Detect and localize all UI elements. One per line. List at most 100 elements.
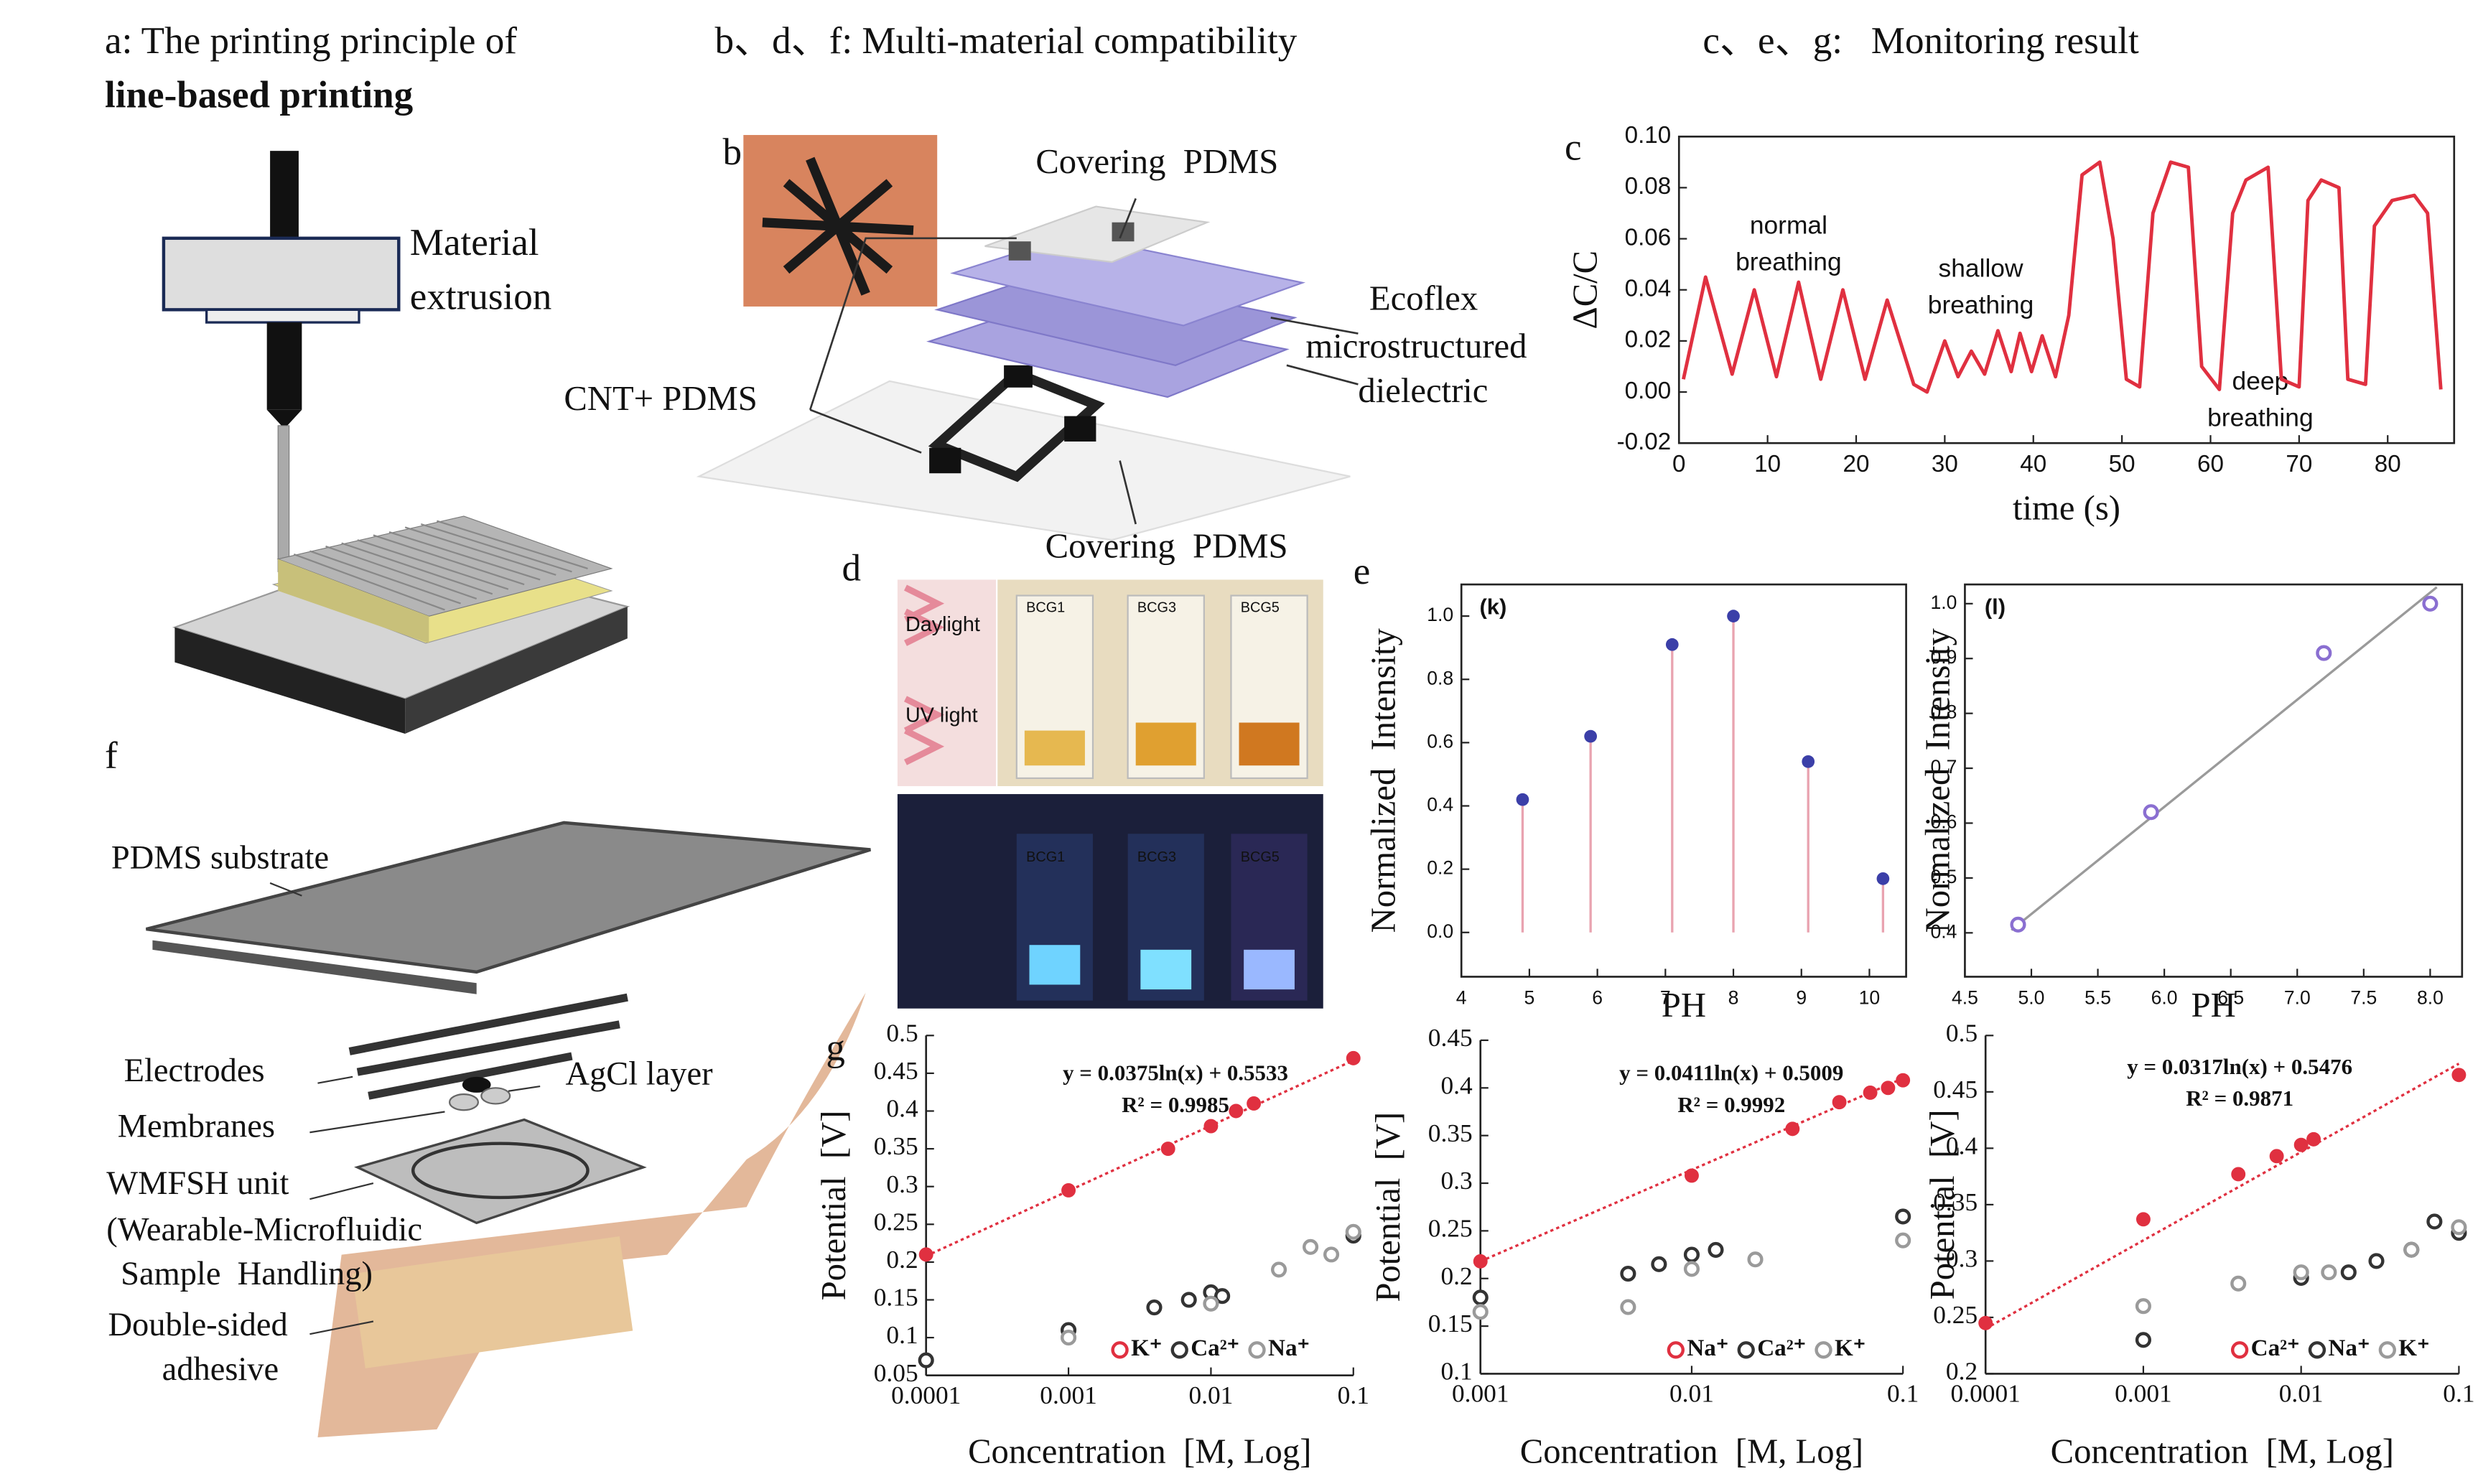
panel-letter: b xyxy=(723,131,742,173)
point xyxy=(1895,1232,1911,1249)
y-tick-label: 0.3 xyxy=(886,1170,918,1198)
diagram-label: Daylight xyxy=(905,613,980,636)
panel-letter: e xyxy=(1354,551,1371,592)
point xyxy=(1665,638,1679,651)
point xyxy=(2269,1149,2284,1164)
annotation: y = 0.0317ln(x) + 0.5476 xyxy=(2127,1054,2352,1079)
diagram-label: dielectric xyxy=(1358,371,1488,410)
vial-photo xyxy=(897,579,1323,1009)
y-tick-label: 0.35 xyxy=(1933,1187,1978,1216)
y-tick-label: 0.15 xyxy=(874,1283,918,1312)
diagram-label: adhesive xyxy=(162,1351,279,1388)
y-tick-label: 0.2 xyxy=(886,1245,918,1274)
diagram-label: Electrodes xyxy=(124,1053,265,1089)
y-tick-label: 0.4 xyxy=(1427,794,1453,816)
y-tick-label: 0.45 xyxy=(874,1056,918,1085)
y-tick-label: 0.08 xyxy=(1625,173,1672,200)
x-tick-label: 6.5 xyxy=(2217,986,2244,1008)
point xyxy=(1978,1315,1993,1330)
legend-marker xyxy=(1667,1341,1685,1359)
point xyxy=(1146,1299,1163,1316)
heading: c、e、g: Monitoring result xyxy=(1703,20,2139,62)
annotation: R² = 0.9985 xyxy=(1122,1092,1229,1117)
legend-marker xyxy=(2308,1341,2326,1359)
y-tick-label: 0.0 xyxy=(1427,920,1453,942)
y-tick-label: 0.10 xyxy=(1625,122,1672,149)
point xyxy=(1802,755,1815,768)
point xyxy=(1683,1261,1700,1277)
y-tick-label: 0.8 xyxy=(1930,701,1957,723)
diagram-label: BCG3 xyxy=(1137,599,1176,615)
legend-marker xyxy=(1170,1341,1188,1359)
y-axis-label: Potential [V] xyxy=(814,1111,853,1301)
heading: line-based printing xyxy=(105,74,414,116)
y-axis-label: Potential [V] xyxy=(1369,1112,1407,1302)
point xyxy=(2426,1213,2443,1230)
y-tick-label: 0.4 xyxy=(1440,1070,1473,1099)
diagram-label: BCG3 xyxy=(1137,849,1176,865)
x-tick-label: 7.0 xyxy=(2284,986,2311,1008)
diagram-label: BCG1 xyxy=(1026,849,1065,865)
point xyxy=(1270,1261,1287,1278)
point xyxy=(1061,1183,1076,1198)
y-tick-label: 0.2 xyxy=(1440,1261,1472,1290)
annotation: y = 0.0411ln(x) + 0.5009 xyxy=(1619,1060,1843,1086)
point xyxy=(1832,1095,1847,1110)
point xyxy=(1620,1266,1636,1282)
x-tick-label: 5 xyxy=(1524,986,1535,1008)
fit-line xyxy=(926,1059,1354,1257)
point xyxy=(1895,1208,1911,1225)
legend-marker xyxy=(1111,1341,1129,1359)
y-tick-label: 0.45 xyxy=(1933,1075,1978,1103)
legend-marker xyxy=(1815,1341,1832,1359)
point xyxy=(1229,1103,1244,1119)
plot-frame xyxy=(1460,583,1907,978)
legend-label: Ca²⁺ xyxy=(1191,1335,1239,1361)
point xyxy=(2321,1264,2337,1281)
x-tick-label: 20 xyxy=(1843,451,1870,477)
y-tick-label: 0.35 xyxy=(1428,1119,1473,1147)
point xyxy=(1203,1295,1219,1312)
x-tick-label: 6 xyxy=(1592,986,1603,1008)
point xyxy=(1683,1246,1700,1263)
point xyxy=(2340,1264,2357,1281)
point xyxy=(1473,1254,1488,1269)
diagram-label: AgCl layer xyxy=(566,1055,714,1092)
legend-label: Na⁺ xyxy=(2328,1335,2370,1361)
point xyxy=(2010,916,2026,933)
point xyxy=(2135,1212,2151,1227)
diagram-label: UV light xyxy=(905,704,978,727)
point xyxy=(1247,1096,1262,1111)
diagram-label: Double-sided xyxy=(108,1307,287,1343)
y-tick-label: 0.15 xyxy=(1428,1309,1473,1338)
y-tick-label: 0.4 xyxy=(1946,1131,1978,1159)
diagram-label: Covering PDMS xyxy=(1035,142,1278,181)
x-tick-label: 0.0001 xyxy=(1951,1379,2021,1408)
y-tick-label: 0.1 xyxy=(1440,1357,1472,1386)
data-line xyxy=(1682,160,2443,394)
legend-marker xyxy=(1248,1341,1266,1359)
diagram-label: extrusion xyxy=(410,276,552,317)
point xyxy=(1516,793,1529,806)
sensor-illustration xyxy=(696,135,1359,541)
x-tick-label: 4.5 xyxy=(1952,986,1978,1008)
point xyxy=(1785,1121,1800,1137)
x-tick-label: 0.01 xyxy=(2279,1379,2324,1408)
diagram-label: Ecoflex xyxy=(1369,279,1478,317)
diagram-label: PDMS substrate xyxy=(111,840,329,877)
point xyxy=(918,1352,934,1368)
y-tick-label: 0.25 xyxy=(874,1207,918,1236)
x-tick-label: 7 xyxy=(1660,986,1671,1008)
y-tick-label: 0.2 xyxy=(1427,857,1453,879)
diagram-label: (Wearable-Microfluidic xyxy=(106,1211,422,1248)
heading: a: The printing principle of xyxy=(105,20,517,62)
x-tick-label: 40 xyxy=(2020,451,2046,477)
point xyxy=(2135,1332,2151,1348)
point xyxy=(1180,1292,1197,1308)
y-tick-label: 0.3 xyxy=(1440,1166,1472,1195)
y-tick-label: 0.35 xyxy=(874,1131,918,1160)
diagram-label: WMFSH unit xyxy=(106,1165,289,1202)
y-tick-label: 0.25 xyxy=(1933,1300,1978,1329)
x-tick-label: 5.0 xyxy=(2018,986,2045,1008)
point xyxy=(1747,1251,1764,1268)
